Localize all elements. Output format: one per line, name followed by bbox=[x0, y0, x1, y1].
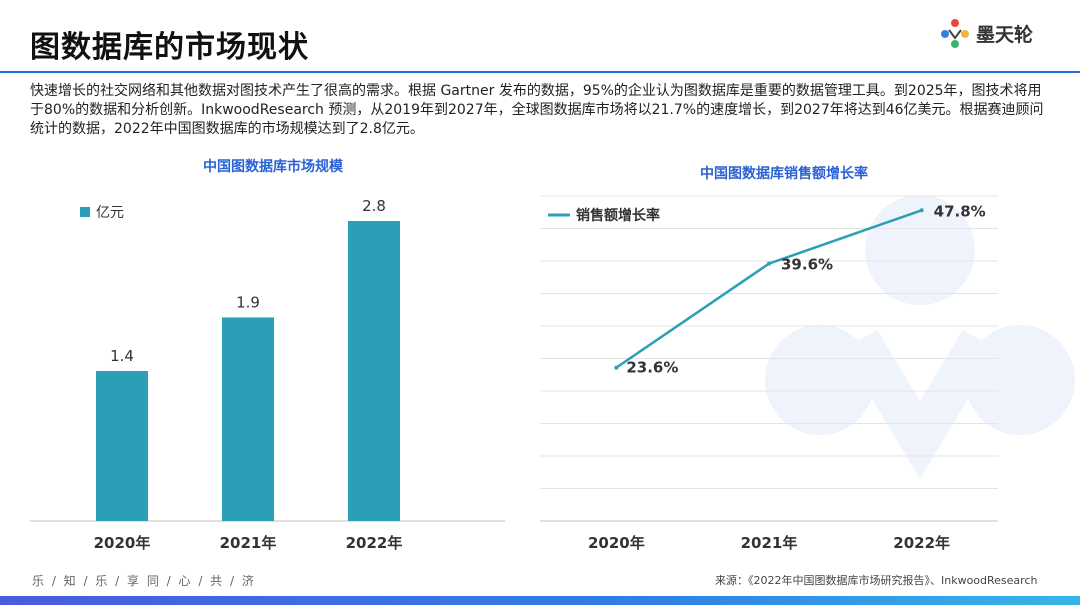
line-legend-label: 销售额增长率 bbox=[576, 207, 660, 224]
bar-category-label: 2022年 bbox=[346, 534, 403, 552]
bar-value-label: 1.4 bbox=[110, 347, 134, 365]
line-series bbox=[615, 209, 923, 369]
brand-logo: 墨天轮 bbox=[940, 18, 1033, 48]
line-point bbox=[919, 208, 924, 213]
line-point bbox=[614, 365, 619, 370]
line-value-label: 23.6% bbox=[626, 359, 678, 377]
bar-category-label: 2020年 bbox=[94, 534, 151, 552]
bar-chart-title: 中国图数据库市场规模 bbox=[203, 159, 343, 175]
bottom-accent-bar bbox=[0, 596, 1080, 605]
title-divider bbox=[0, 71, 1080, 73]
page-title: 图数据库的市场现状 bbox=[30, 30, 309, 65]
brand-name: 墨天轮 bbox=[976, 23, 1034, 46]
line-chart-title: 中国图数据库销售额增长率 bbox=[700, 166, 868, 182]
watermark-logo-icon bbox=[765, 195, 1075, 479]
footer-slogan: 乐 / 知 / 乐 / 享 同 / 心 / 共 / 济 bbox=[32, 574, 256, 588]
bar bbox=[348, 221, 400, 521]
bar-value-label: 1.9 bbox=[236, 293, 260, 311]
bar bbox=[222, 317, 274, 521]
intro-paragraph: 快速增长的社交网络和其他数据对图技术产生了很高的需求。根据 Gartner 发布… bbox=[30, 83, 1044, 137]
bar-value-label: 2.8 bbox=[362, 197, 386, 215]
line-value-label: 47.8% bbox=[934, 202, 986, 220]
footer-source: 来源：《2022年中国图数据库市场研究报告》、InkwoodResearch bbox=[715, 574, 1038, 587]
line-point bbox=[767, 261, 771, 266]
line-value-label: 39.6% bbox=[781, 256, 833, 274]
line-category-label: 2022年 bbox=[893, 534, 950, 552]
line-category-label: 2020年 bbox=[588, 534, 645, 552]
bar-legend-label: 亿元 bbox=[96, 205, 124, 221]
brand-logo-icon bbox=[941, 19, 969, 48]
line-category-label: 2021年 bbox=[741, 534, 798, 552]
bar-legend-swatch bbox=[80, 207, 90, 217]
bar bbox=[96, 371, 148, 521]
bar-category-label: 2021年 bbox=[220, 534, 277, 552]
